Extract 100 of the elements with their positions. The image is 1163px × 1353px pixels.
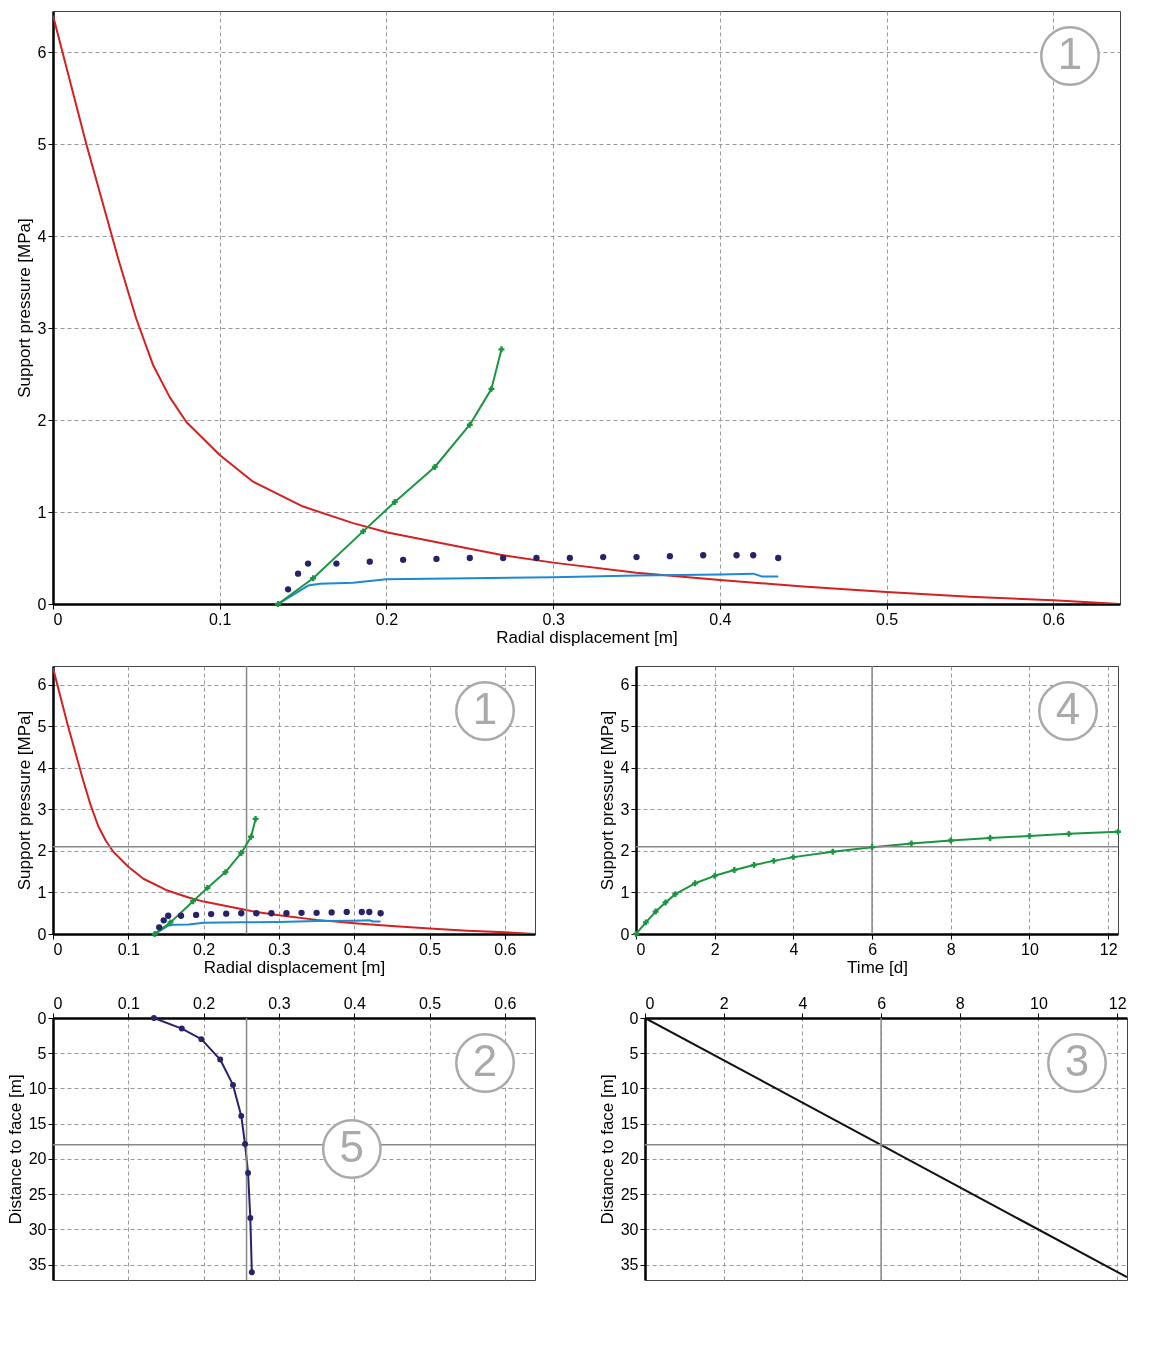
point xyxy=(247,1215,254,1221)
x-tick-label: 4 xyxy=(789,940,799,958)
y-tick-label: 6 xyxy=(620,676,630,694)
x-tick-label: 0.6 xyxy=(494,994,517,1012)
point xyxy=(245,1169,252,1176)
point xyxy=(190,898,197,905)
point xyxy=(275,601,282,607)
y-tick-label: 20 xyxy=(28,1150,47,1168)
y-tick-label: 4 xyxy=(620,759,630,777)
point xyxy=(566,554,573,562)
y-tick-label: 25 xyxy=(28,1185,47,1203)
annotation: 1 xyxy=(472,684,498,733)
point xyxy=(700,552,707,559)
point xyxy=(217,1056,224,1063)
point xyxy=(284,586,292,593)
x-tick-label: 8 xyxy=(946,940,956,958)
x-tick-label: 0.1 xyxy=(117,994,141,1012)
x-tick-label: 2 xyxy=(710,940,720,958)
y-tick-label: 3 xyxy=(37,319,47,337)
point xyxy=(775,554,782,562)
x-tick-label: 0.6 xyxy=(1042,610,1066,628)
point xyxy=(869,844,876,851)
point xyxy=(750,552,757,559)
point xyxy=(391,498,398,505)
y-axis-title: Support pressure [MPa] xyxy=(14,710,34,891)
y-axis-title: Support pressure [MPa] xyxy=(597,710,617,891)
y-tick-label: 5 xyxy=(620,717,630,735)
point xyxy=(829,848,836,855)
point xyxy=(204,884,211,891)
point xyxy=(499,554,507,562)
point xyxy=(248,833,255,840)
point xyxy=(488,385,495,392)
y-tick-label: 5 xyxy=(37,1044,47,1062)
point xyxy=(790,854,797,861)
point xyxy=(377,910,384,917)
x-tick-label: 0.5 xyxy=(418,994,442,1012)
point xyxy=(223,910,230,917)
point xyxy=(283,910,290,917)
y-tick-label: 2 xyxy=(620,842,630,860)
x-tick-label: 0.6 xyxy=(494,940,517,958)
x-tick-label: 10 xyxy=(1030,994,1048,1012)
point xyxy=(304,560,312,567)
point xyxy=(987,835,994,841)
point xyxy=(466,421,473,428)
point xyxy=(533,554,540,562)
y-tick-label: 1 xyxy=(37,883,47,901)
x-tick-label: 2 xyxy=(719,994,729,1012)
x-tick-label: 0 xyxy=(645,994,655,1012)
y-tick-label: 0 xyxy=(629,1009,639,1027)
point xyxy=(343,908,350,916)
x-tick-label: 0.2 xyxy=(193,940,216,958)
x-tick-label: 12 xyxy=(1099,940,1118,958)
point xyxy=(310,575,317,582)
point xyxy=(207,910,215,918)
line-series xyxy=(53,667,535,934)
point xyxy=(711,872,718,879)
point xyxy=(433,555,440,563)
y-tick-label: 30 xyxy=(620,1220,639,1238)
y-tick-label: 5 xyxy=(629,1044,639,1062)
y-tick-label: 0 xyxy=(37,1009,47,1027)
y-tick-label: 35 xyxy=(28,1256,47,1274)
annotation: 3 xyxy=(1064,1036,1090,1085)
point xyxy=(222,869,229,876)
point xyxy=(160,917,167,924)
point xyxy=(238,1112,245,1119)
y-tick-label: 4 xyxy=(37,227,47,245)
x-tick-label: 0 xyxy=(53,610,63,628)
y-tick-label: 2 xyxy=(37,411,47,429)
point xyxy=(198,1036,205,1043)
y-tick-label: 0 xyxy=(37,595,47,613)
y-tick-label: 6 xyxy=(37,43,47,61)
point xyxy=(431,464,438,470)
point xyxy=(770,857,777,864)
point xyxy=(248,1269,255,1276)
y-tick-label: 3 xyxy=(37,800,47,818)
point xyxy=(366,558,373,565)
point xyxy=(242,1141,248,1148)
y-tick-label: 6 xyxy=(37,676,47,694)
x-tick-label: 0.4 xyxy=(709,610,732,628)
x-tick-label: 0.1 xyxy=(117,940,141,958)
point xyxy=(642,919,649,926)
x-tick-label: 0 xyxy=(53,940,63,958)
point xyxy=(498,346,505,353)
point xyxy=(238,910,245,917)
point xyxy=(633,553,640,561)
y-tick-label: 5 xyxy=(37,135,47,153)
x-axis-title: Time [d] xyxy=(847,957,908,977)
x-tick-label: 6 xyxy=(868,940,878,958)
point xyxy=(360,528,367,535)
x-tick-label: 8 xyxy=(955,994,965,1012)
x-tick-label: 12 xyxy=(1108,994,1127,1012)
point xyxy=(600,553,607,561)
point xyxy=(177,912,185,919)
x-tick-label: 10 xyxy=(1021,940,1039,958)
x-tick-label: 0.4 xyxy=(343,940,366,958)
point xyxy=(165,912,172,919)
point xyxy=(358,908,365,916)
x-tick-label: 0.3 xyxy=(542,610,565,628)
x-tick-label: 4 xyxy=(798,994,808,1012)
y-tick-label: 10 xyxy=(28,1079,47,1097)
